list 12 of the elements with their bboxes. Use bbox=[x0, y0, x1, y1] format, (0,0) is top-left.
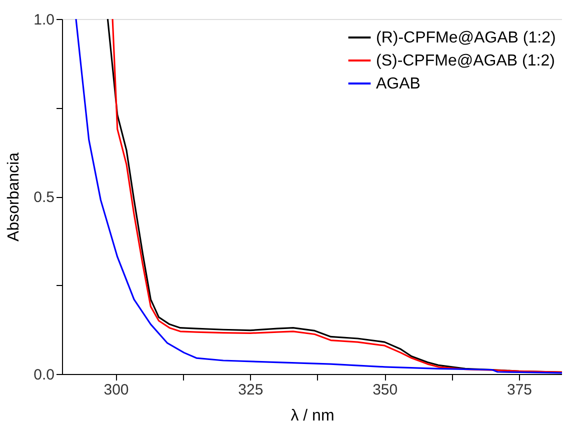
y-tick-label: 0.0 bbox=[34, 366, 54, 384]
x-axis-title: λ / nm bbox=[290, 408, 334, 424]
x-tick-label: 300 bbox=[104, 382, 129, 398]
x-tick-label: 350 bbox=[372, 382, 398, 398]
y-tick-label: 0.5 bbox=[34, 189, 54, 206]
legend-label: (R)-CPFMe@AGAB (1:2) bbox=[376, 30, 556, 46]
legend-label: AGAB bbox=[376, 76, 420, 92]
legend-label: (S)-CPFMe@AGAB (1:2) bbox=[376, 52, 555, 70]
y-axis-title: Absorbancia bbox=[6, 152, 23, 242]
x-tick-label: 375 bbox=[506, 382, 532, 398]
y-tick-label: 1.0 bbox=[34, 12, 54, 28]
x-tick-label: 325 bbox=[238, 382, 264, 398]
